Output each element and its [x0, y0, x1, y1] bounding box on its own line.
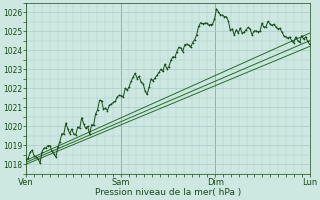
X-axis label: Pression niveau de la mer( hPa ): Pression niveau de la mer( hPa )	[95, 188, 241, 197]
